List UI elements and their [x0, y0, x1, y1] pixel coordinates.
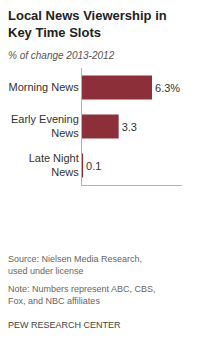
- svg-text:Morning News: Morning News: [8, 81, 79, 93]
- svg-text:PEW RESEARCH CENTER: PEW RESEARCH CENTER: [8, 320, 121, 330]
- svg-text:% of change 2013-2012: % of change 2013-2012: [8, 50, 115, 61]
- svg-text:0.1: 0.1: [86, 160, 101, 172]
- svg-text:Late NightNews: Late NightNews: [29, 152, 80, 178]
- svg-text:Note: Numbers represent ABC, C: Note: Numbers represent ABC, CBS,Fox, an…: [8, 284, 156, 306]
- svg-text:Source: Nielsen Media Research: Source: Nielsen Media Research,used unde…: [8, 254, 142, 276]
- svg-text:Early EveningNews: Early EveningNews: [11, 113, 79, 139]
- svg-text:Local News Viewership inKey Ti: Local News Viewership inKey Time Slots: [8, 8, 167, 40]
- svg-text:6.3%: 6.3%: [155, 82, 180, 94]
- svg-text:3.3: 3.3: [122, 121, 137, 133]
